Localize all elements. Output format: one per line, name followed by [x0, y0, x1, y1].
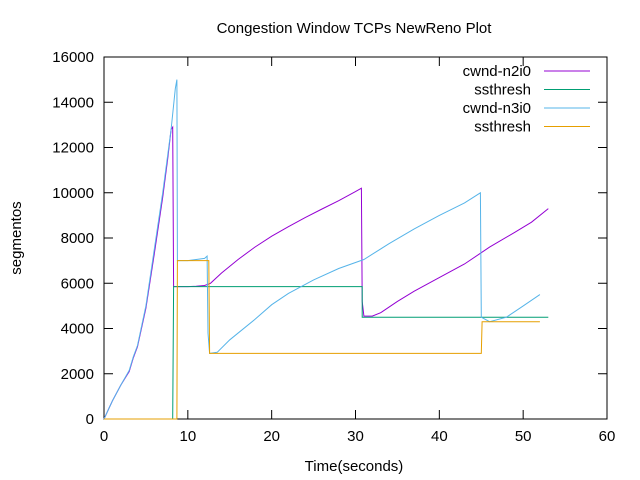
legend-label: ssthresh [474, 119, 531, 136]
series-line-3 [104, 260, 540, 420]
x-tick-label: 20 [263, 428, 280, 445]
y-axis-label: segmentos [8, 201, 25, 274]
y-axis: 0 2000 4000 6000 8000 10000 12000 14000 16000 [52, 49, 607, 428]
series-lines [103, 79, 549, 420]
y-tick-label: 4000 [61, 321, 94, 338]
legend-label: cwnd-n3i0 [463, 100, 531, 117]
x-tick-label: 50 [515, 428, 532, 445]
x-tick-label: 10 [179, 428, 196, 445]
series-line-0 [103, 125, 549, 420]
x-tick-label: 60 [599, 428, 616, 445]
legend-label: ssthresh [474, 82, 531, 99]
y-tick-label: 12000 [52, 140, 94, 157]
x-tick-label: 0 [100, 428, 108, 445]
y-tick-label: 10000 [52, 185, 94, 202]
y-tick-label: 14000 [52, 94, 94, 111]
plot-frame [103, 56, 608, 420]
x-tick-label: 40 [431, 428, 448, 445]
x-tick-label: 30 [347, 428, 364, 445]
y-tick-label: 0 [86, 411, 94, 428]
legend-label: cwnd-n2i0 [463, 63, 531, 80]
y-tick-label: 2000 [61, 366, 94, 383]
y-tick-label: 16000 [52, 49, 94, 66]
x-axis: 0 10 20 30 40 50 60 [100, 57, 616, 445]
y-tick-label: 6000 [61, 275, 94, 292]
chart-title: Congestion Window TCPs NewReno Plot [217, 20, 493, 37]
y-tick-label: 8000 [61, 230, 94, 247]
x-axis-label: Time(seconds) [305, 458, 404, 475]
